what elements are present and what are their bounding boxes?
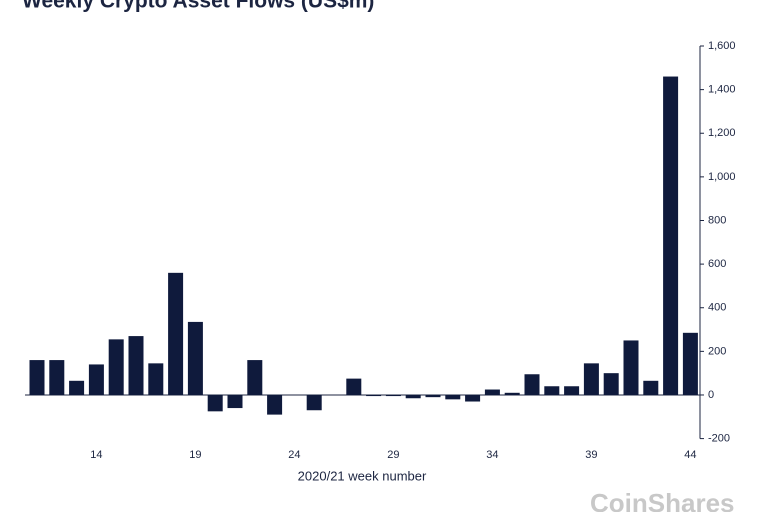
y-tick-label: 400	[708, 302, 726, 314]
bar	[643, 380, 659, 395]
x-tick-label: 14	[90, 449, 102, 461]
y-tick-label: 1,000	[708, 171, 736, 183]
bar	[385, 394, 401, 397]
bar	[425, 394, 441, 398]
bar	[465, 394, 481, 402]
bar	[583, 363, 599, 395]
y-tick-label: 0	[708, 389, 714, 401]
bar	[346, 378, 362, 395]
bar	[148, 363, 164, 395]
bar	[682, 332, 698, 395]
bar	[484, 389, 500, 395]
bar	[445, 394, 461, 400]
y-tick-label: 200	[708, 345, 726, 357]
bar	[663, 76, 679, 395]
chart-title: Weekly Crypto Asset Flows (US$m)	[22, 0, 374, 13]
bar	[544, 386, 560, 395]
bar	[564, 386, 580, 395]
bar	[366, 394, 382, 397]
bar	[49, 360, 65, 395]
y-tick-label: 1,200	[708, 127, 736, 139]
y-tick-label: -200	[708, 433, 730, 445]
bar	[623, 340, 639, 395]
x-tick-label: 24	[288, 449, 300, 461]
bar	[603, 373, 619, 395]
bar	[306, 394, 322, 411]
x-tick-label: 29	[387, 449, 399, 461]
bar	[168, 272, 184, 395]
bar	[267, 394, 283, 415]
y-tick-label: 800	[708, 214, 726, 226]
x-axis-label: 2020/21 week number	[298, 468, 427, 483]
bar	[69, 380, 85, 395]
bar	[247, 360, 263, 395]
bar	[108, 339, 124, 395]
bar	[504, 392, 520, 395]
x-tick-label: 44	[684, 449, 696, 461]
y-tick-label: 600	[708, 258, 726, 270]
bar	[227, 394, 243, 409]
y-tick-label: 1,600	[708, 40, 736, 52]
x-tick-label: 39	[585, 449, 597, 461]
x-tick-label: 34	[486, 449, 498, 461]
bar	[29, 360, 45, 395]
bar	[128, 336, 144, 395]
y-tick-label: 1,400	[708, 84, 736, 96]
bar	[524, 374, 540, 395]
x-tick-label: 19	[189, 449, 201, 461]
watermark: CoinShares	[590, 488, 735, 512]
bar	[207, 394, 223, 412]
bar	[405, 394, 421, 399]
bar	[187, 321, 203, 395]
bar	[88, 364, 104, 395]
